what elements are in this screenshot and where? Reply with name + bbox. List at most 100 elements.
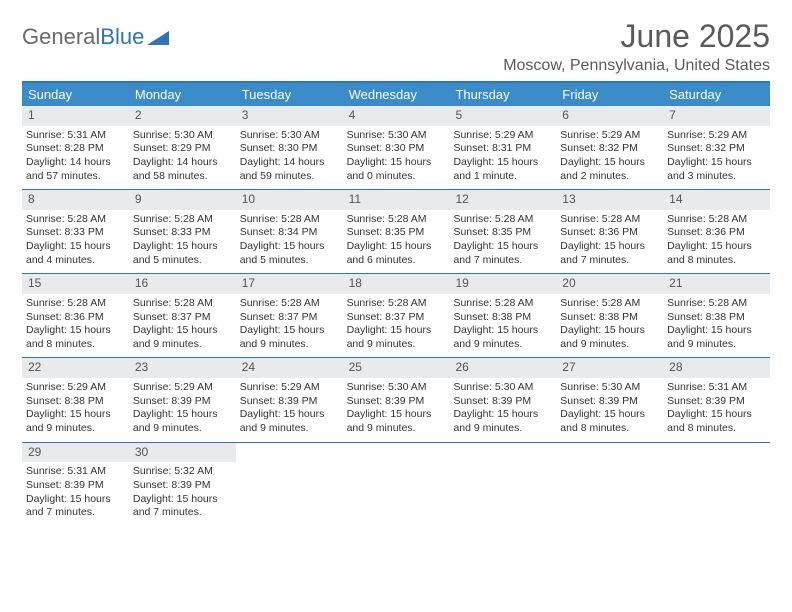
day-number: 25 <box>343 358 450 378</box>
day-cell: 25Sunrise: 5:30 AMSunset: 8:39 PMDayligh… <box>343 358 450 441</box>
sunset-line: Sunset: 8:28 PM <box>26 142 125 156</box>
day-number: 28 <box>663 358 770 378</box>
day-number: 23 <box>129 358 236 378</box>
sunrise-line: Sunrise: 5:28 AM <box>347 213 446 227</box>
day-header-wed: Wednesday <box>343 83 450 106</box>
sunrise-line: Sunrise: 5:28 AM <box>26 297 125 311</box>
day-header-thu: Thursday <box>449 83 556 106</box>
daylight-line: Daylight: 15 hours and 9 minutes. <box>240 408 339 435</box>
sunrise-line: Sunrise: 5:30 AM <box>347 381 446 395</box>
day-cell: 17Sunrise: 5:28 AMSunset: 8:37 PMDayligh… <box>236 274 343 357</box>
empty-cell <box>236 443 343 526</box>
day-header-mon: Monday <box>129 83 236 106</box>
day-number: 13 <box>556 190 663 210</box>
sunset-line: Sunset: 8:38 PM <box>667 311 766 325</box>
day-number: 9 <box>129 190 236 210</box>
day-number: 1 <box>22 106 129 126</box>
day-cell: 11Sunrise: 5:28 AMSunset: 8:35 PMDayligh… <box>343 190 450 273</box>
day-cell: 5Sunrise: 5:29 AMSunset: 8:31 PMDaylight… <box>449 106 556 189</box>
sunrise-line: Sunrise: 5:28 AM <box>133 297 232 311</box>
sunrise-line: Sunrise: 5:30 AM <box>560 381 659 395</box>
day-cell: 20Sunrise: 5:28 AMSunset: 8:38 PMDayligh… <box>556 274 663 357</box>
sunset-line: Sunset: 8:39 PM <box>560 395 659 409</box>
day-header-tue: Tuesday <box>236 83 343 106</box>
daylight-line: Daylight: 14 hours and 57 minutes. <box>26 156 125 183</box>
sunset-line: Sunset: 8:39 PM <box>453 395 552 409</box>
daylight-line: Daylight: 14 hours and 58 minutes. <box>133 156 232 183</box>
location-text: Moscow, Pennsylvania, United States <box>503 57 770 75</box>
day-cell: 7Sunrise: 5:29 AMSunset: 8:32 PMDaylight… <box>663 106 770 189</box>
sunrise-line: Sunrise: 5:30 AM <box>347 129 446 143</box>
day-cell: 1Sunrise: 5:31 AMSunset: 8:28 PMDaylight… <box>22 106 129 189</box>
sunset-line: Sunset: 8:37 PM <box>240 311 339 325</box>
sunset-line: Sunset: 8:37 PM <box>133 311 232 325</box>
day-number: 11 <box>343 190 450 210</box>
day-number: 3 <box>236 106 343 126</box>
day-header-row: Sunday Monday Tuesday Wednesday Thursday… <box>22 83 770 106</box>
title-block: June 2025 Moscow, Pennsylvania, United S… <box>503 18 770 75</box>
day-cell: 2Sunrise: 5:30 AMSunset: 8:29 PMDaylight… <box>129 106 236 189</box>
calendar: Sunday Monday Tuesday Wednesday Thursday… <box>22 81 770 526</box>
sunset-line: Sunset: 8:35 PM <box>453 226 552 240</box>
sunset-line: Sunset: 8:33 PM <box>26 226 125 240</box>
sunrise-line: Sunrise: 5:28 AM <box>453 213 552 227</box>
daylight-line: Daylight: 15 hours and 9 minutes. <box>347 408 446 435</box>
sunset-line: Sunset: 8:37 PM <box>347 311 446 325</box>
sunset-line: Sunset: 8:39 PM <box>667 395 766 409</box>
day-number: 6 <box>556 106 663 126</box>
day-cell: 30Sunrise: 5:32 AMSunset: 8:39 PMDayligh… <box>129 443 236 526</box>
daylight-line: Daylight: 15 hours and 2 minutes. <box>560 156 659 183</box>
day-cell: 15Sunrise: 5:28 AMSunset: 8:36 PMDayligh… <box>22 274 129 357</box>
day-number: 8 <box>22 190 129 210</box>
day-number: 27 <box>556 358 663 378</box>
sunrise-line: Sunrise: 5:29 AM <box>560 129 659 143</box>
day-cell: 3Sunrise: 5:30 AMSunset: 8:30 PMDaylight… <box>236 106 343 189</box>
day-cell: 16Sunrise: 5:28 AMSunset: 8:37 PMDayligh… <box>129 274 236 357</box>
daylight-line: Daylight: 15 hours and 9 minutes. <box>240 324 339 351</box>
daylight-line: Daylight: 15 hours and 9 minutes. <box>667 324 766 351</box>
daylight-line: Daylight: 15 hours and 4 minutes. <box>26 240 125 267</box>
sunset-line: Sunset: 8:29 PM <box>133 142 232 156</box>
day-number: 22 <box>22 358 129 378</box>
day-number: 16 <box>129 274 236 294</box>
sunset-line: Sunset: 8:38 PM <box>453 311 552 325</box>
sunrise-line: Sunrise: 5:29 AM <box>26 381 125 395</box>
sunrise-line: Sunrise: 5:28 AM <box>667 297 766 311</box>
sunset-line: Sunset: 8:31 PM <box>453 142 552 156</box>
daylight-line: Daylight: 15 hours and 8 minutes. <box>667 408 766 435</box>
empty-cell <box>343 443 450 526</box>
sunrise-line: Sunrise: 5:28 AM <box>347 297 446 311</box>
day-number: 19 <box>449 274 556 294</box>
sunrise-line: Sunrise: 5:28 AM <box>453 297 552 311</box>
day-number: 30 <box>129 443 236 463</box>
day-number: 24 <box>236 358 343 378</box>
logo-text-general: General <box>22 24 100 50</box>
day-cell: 9Sunrise: 5:28 AMSunset: 8:33 PMDaylight… <box>129 190 236 273</box>
day-header-sun: Sunday <box>22 83 129 106</box>
sunrise-line: Sunrise: 5:28 AM <box>26 213 125 227</box>
sunset-line: Sunset: 8:39 PM <box>26 479 125 493</box>
daylight-line: Daylight: 15 hours and 0 minutes. <box>347 156 446 183</box>
empty-cell <box>556 443 663 526</box>
sunset-line: Sunset: 8:38 PM <box>26 395 125 409</box>
daylight-line: Daylight: 15 hours and 8 minutes. <box>26 324 125 351</box>
daylight-line: Daylight: 15 hours and 8 minutes. <box>667 240 766 267</box>
empty-cell <box>449 443 556 526</box>
day-number: 17 <box>236 274 343 294</box>
day-number: 4 <box>343 106 450 126</box>
day-cell: 28Sunrise: 5:31 AMSunset: 8:39 PMDayligh… <box>663 358 770 441</box>
week-row: 15Sunrise: 5:28 AMSunset: 8:36 PMDayligh… <box>22 274 770 358</box>
day-number: 2 <box>129 106 236 126</box>
sunset-line: Sunset: 8:39 PM <box>133 395 232 409</box>
day-number: 15 <box>22 274 129 294</box>
sunset-line: Sunset: 8:39 PM <box>240 395 339 409</box>
sunrise-line: Sunrise: 5:32 AM <box>133 465 232 479</box>
day-header-fri: Friday <box>556 83 663 106</box>
day-cell: 23Sunrise: 5:29 AMSunset: 8:39 PMDayligh… <box>129 358 236 441</box>
day-number: 12 <box>449 190 556 210</box>
logo-text-blue: Blue <box>100 24 144 50</box>
sunset-line: Sunset: 8:39 PM <box>133 479 232 493</box>
sunrise-line: Sunrise: 5:29 AM <box>453 129 552 143</box>
day-cell: 22Sunrise: 5:29 AMSunset: 8:38 PMDayligh… <box>22 358 129 441</box>
day-cell: 4Sunrise: 5:30 AMSunset: 8:30 PMDaylight… <box>343 106 450 189</box>
